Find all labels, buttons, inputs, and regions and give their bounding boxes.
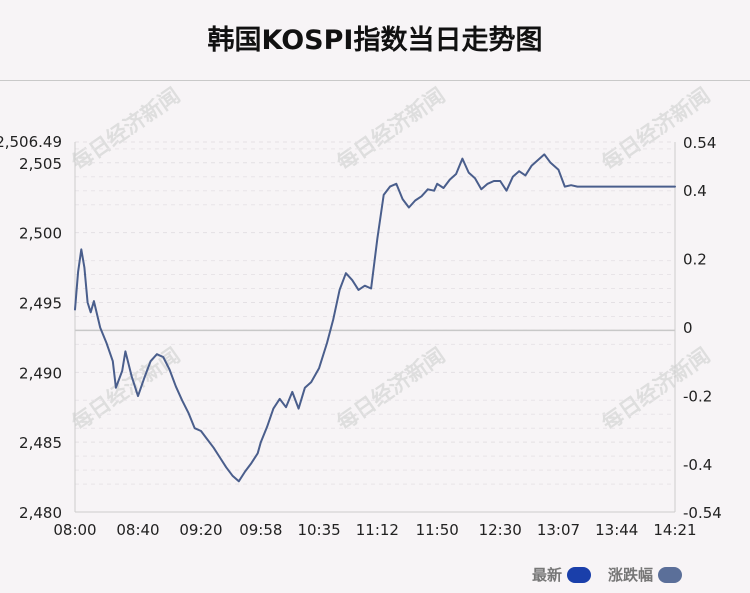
watermark-text: 每日经济新闻 xyxy=(332,343,449,435)
x-tick-label: 11:50 xyxy=(416,521,459,539)
legend-latest-label: 最新 xyxy=(532,566,563,584)
legend-change[interactable]: 涨跌幅 xyxy=(608,564,683,585)
x-tick-label: 12:30 xyxy=(479,521,522,539)
legend-change-label: 涨跌幅 xyxy=(608,566,654,584)
grid-lines xyxy=(75,141,675,513)
axes xyxy=(74,142,676,513)
series-layer xyxy=(74,153,676,483)
watermark-text: 每日经济新闻 xyxy=(332,83,449,175)
y-tick-label-left: 2,485 xyxy=(19,434,62,452)
y-tick-label-right: -0.54 xyxy=(683,504,722,522)
y-tick-label-right: -0.4 xyxy=(683,456,712,474)
x-tick-label: 08:40 xyxy=(116,521,159,539)
x-tick-label: 09:20 xyxy=(179,521,222,539)
title-divider xyxy=(0,80,750,81)
x-tick-label: 09:58 xyxy=(239,521,282,539)
y-tick-label-right: -0.2 xyxy=(683,388,712,406)
x-tick-label: 13:44 xyxy=(595,521,638,539)
y-tick-label-right: 0.4 xyxy=(683,182,707,200)
legend-latest-swatch xyxy=(567,566,592,583)
y-tick-label-left: 2,495 xyxy=(19,294,62,312)
watermark-text: 每日经济新闻 xyxy=(597,83,714,175)
y-tick-label-left: 2,490 xyxy=(19,364,62,382)
y-tick-label-right: 0.54 xyxy=(683,134,716,152)
y-tick-label-right: 0 xyxy=(683,319,693,337)
legend-latest[interactable]: 最新 xyxy=(532,564,592,585)
tick-labels: 2,480 2,485 2,490 2,495 2,500 2,505 2,506.49 -0… xyxy=(0,133,722,539)
x-tick-label: 13:07 xyxy=(537,521,580,539)
chart-title: 韩国KOSPI指数当日走势图 xyxy=(207,25,543,56)
y-tick-label-left: 2,480 xyxy=(19,504,62,522)
legend-change-swatch xyxy=(658,566,683,583)
x-tick-label: 10:35 xyxy=(297,521,340,539)
series-line xyxy=(74,153,676,483)
y-tick-label-left: 2,506.49 xyxy=(0,133,62,151)
y-tick-label-left: 2,505 xyxy=(19,155,62,173)
x-tick-label: 08:00 xyxy=(53,521,96,539)
y-tick-label-right: 0.2 xyxy=(683,250,707,268)
x-tick-label: 11:12 xyxy=(356,521,399,539)
watermark-text: 每日经济新闻 xyxy=(67,83,184,175)
y-tick-label-left: 2,500 xyxy=(19,225,62,243)
x-tick-label: 14:21 xyxy=(653,521,696,539)
